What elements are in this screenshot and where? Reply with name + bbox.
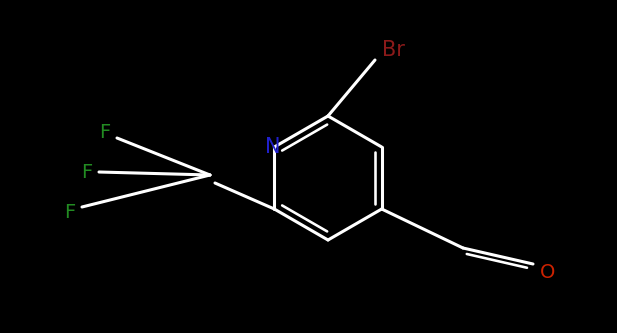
Text: F: F	[64, 202, 76, 221]
Text: F: F	[81, 163, 93, 181]
Text: F: F	[99, 124, 110, 143]
Text: Br: Br	[381, 40, 404, 60]
Text: O: O	[540, 262, 556, 281]
Text: N: N	[265, 137, 280, 157]
